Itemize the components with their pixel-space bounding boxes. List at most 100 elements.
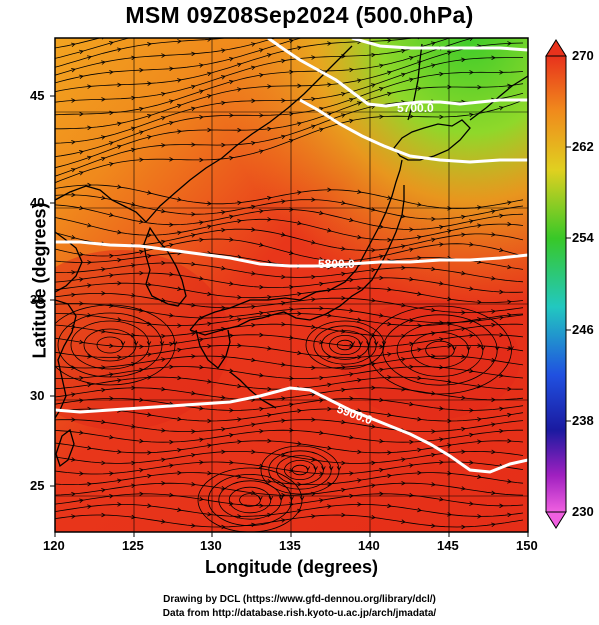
streamline-arrow [327,481,332,487]
streamline-arrow [258,48,264,53]
streamline-arrow [461,57,466,63]
streamline-arrow [477,205,482,210]
streamline-arrow [358,341,363,346]
streamline-arrow [139,270,144,276]
streamline-arrow [431,9,435,13]
streamline-arrow [109,372,114,377]
streamline-arrow [379,254,384,259]
streamline-arrow [117,82,122,88]
streamline-arrow [311,514,316,519]
streamline-arrow [71,67,76,73]
streamline-arrow [477,299,482,305]
streamline-arrow [71,417,76,422]
streamline [55,38,416,93]
colorbar-tick-label: 262 [572,139,594,154]
streamline-arrow [79,430,84,435]
streamline-arrow [147,473,152,479]
streamline-arrow [499,30,503,34]
streamline-arrow [409,439,414,445]
streamline-arrow [147,41,152,47]
streamline-arrow [371,385,376,391]
streamline-arrow [507,479,512,484]
streamline-arrow [251,522,256,528]
streamline-arrow [311,96,316,102]
streamline-arrow [461,32,465,36]
streamline-arrow [379,224,384,229]
streamline-arrow [357,78,362,83]
streamline-arrow [357,5,361,9]
streamline-arrow [101,512,106,518]
streamline-arrow [297,121,302,126]
streamline [55,282,524,303]
streamline-arrow [71,98,76,103]
streamline-arrow [117,257,122,263]
streamline-arrow [461,486,466,491]
streamline-arrow [417,507,422,513]
streamline-arrow [207,321,212,327]
streamline-arrow [401,457,406,462]
streamline-arrow [319,498,324,503]
streamline-arrow [79,471,84,476]
streamline-arrow [477,20,481,24]
streamline-arrow [371,514,376,520]
streamline-arrow [507,512,512,518]
streamline-arrow [341,460,346,466]
x-axis-title: Longitude (degrees) [204,557,378,577]
streamline-arrow [409,364,414,370]
streamline-arrow [417,470,422,476]
streamline-arrow [447,418,452,424]
streamline-arrow [341,200,346,205]
streamline-arrow [507,412,512,418]
streamline-arrow [267,413,272,418]
streamline-arrow [161,143,166,148]
streamline-arrow [87,445,92,451]
map-gridlines [55,38,528,532]
streamline-arrow [221,395,226,400]
streamline-arrow [439,460,444,465]
streamline-arrow [101,328,106,334]
streamline-arrow [139,438,144,444]
streamline-arrow [86,155,92,161]
streamline-arrow [191,523,196,528]
streamline-arrow [341,512,346,518]
streamline-arrow [221,48,226,53]
streamline-arrow [507,10,511,14]
streamline-arrow [79,111,84,117]
streamline-arrow [101,291,106,296]
streamline-arrow [159,341,165,346]
streamline-arrow [431,429,436,434]
streamline-arrow [207,201,212,206]
streamline-arrow [349,0,353,2]
streamline [55,83,524,169]
streamline-arrow [251,8,255,12]
streamline-arrow [387,352,392,357]
streamline [55,71,524,157]
streamline-arrow [79,251,84,257]
streamline-arrow [349,308,354,313]
streamline [55,262,524,283]
streamline-arrow [169,463,174,468]
streamline-arrow [131,202,136,207]
streamline-arrow [259,373,264,378]
streamline-arrow [267,53,272,58]
credit-data-source: Data from http://database.rish.kyoto-u.a… [162,608,437,619]
streamline-arrow [191,14,195,18]
streamline-arrow [172,341,178,346]
streamline-arrow [71,270,76,275]
streamline-arrow [281,274,286,280]
streamline-arrow [147,81,152,86]
streamline-arrow [477,417,482,422]
streamline-arrow [387,287,392,292]
streamline-arrow [139,157,144,163]
streamline-arrow [297,311,302,316]
streamline-arrow [401,244,406,249]
streamline-arrow [319,430,324,436]
streamline-arrow [147,253,152,259]
streamline-arrow [319,339,324,345]
streamline [55,38,230,68]
streamline-arrow [258,496,263,501]
streamline [55,217,524,241]
streamline-arrow [229,314,234,320]
streamline-arrow [147,135,152,140]
streamline-arrow [469,408,474,413]
